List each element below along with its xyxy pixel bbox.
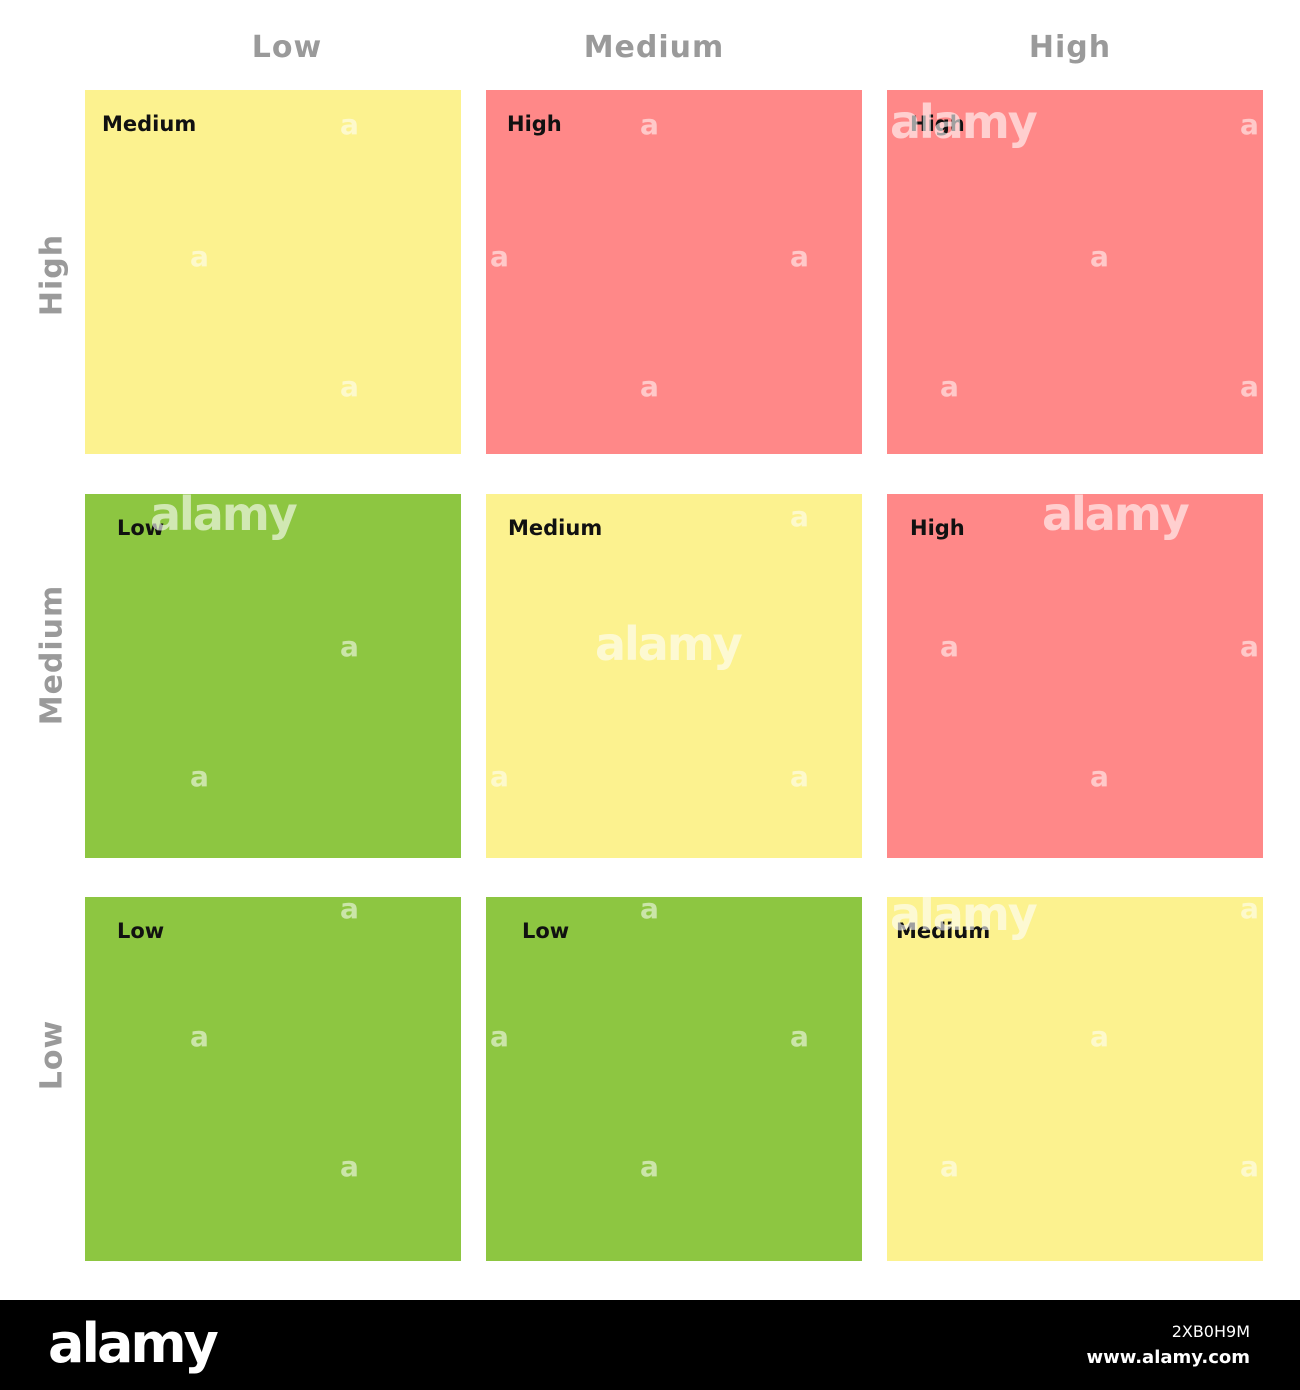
watermark-mark: a <box>190 1020 209 1053</box>
row-header-medium: Medium <box>34 584 70 726</box>
watermark-mark: a <box>490 1020 509 1053</box>
matrix-cell: High <box>887 90 1263 454</box>
watermark-logo: alamy <box>595 617 743 671</box>
matrix-cell: Medium <box>486 494 862 858</box>
matrix-cell: Low <box>486 897 862 1261</box>
matrix-cell: High <box>887 494 1263 858</box>
matrix-cell: Low <box>85 494 461 858</box>
cell-label: Low <box>522 919 570 943</box>
watermark-logo: alamy <box>1042 487 1190 541</box>
watermark-logo: alamy <box>150 487 298 541</box>
watermark-mark: a <box>340 370 359 403</box>
watermark-mark: a <box>790 240 809 273</box>
watermark-mark: a <box>190 240 209 273</box>
matrix-cell: Low <box>85 897 461 1261</box>
watermark-logo: alamy <box>890 887 1038 941</box>
watermark-mark: a <box>1240 892 1259 925</box>
watermark-mark: a <box>1240 108 1259 141</box>
watermark-logo: alamy <box>890 95 1038 149</box>
image-id: 2XB0H9M <box>1171 1322 1250 1341</box>
watermark-mark: a <box>640 892 659 925</box>
watermark-mark: a <box>640 370 659 403</box>
cell-label: Medium <box>102 112 197 136</box>
watermark-mark: a <box>1240 370 1259 403</box>
matrix-cell: High <box>486 90 862 454</box>
watermark-url: www.alamy.com <box>1086 1347 1250 1368</box>
watermark-mark: a <box>790 760 809 793</box>
watermark-mark: a <box>1090 240 1109 273</box>
cell-label: High <box>910 112 965 136</box>
matrix-cell: Medium <box>85 90 461 454</box>
watermark-mark: a <box>340 630 359 663</box>
watermark-mark: a <box>1090 760 1109 793</box>
watermark-mark: a <box>940 1150 959 1183</box>
watermark-mark: a <box>1240 1150 1259 1183</box>
matrix-cell: Medium <box>887 897 1263 1261</box>
watermark-mark: a <box>940 630 959 663</box>
cell-label: High <box>507 112 562 136</box>
watermark-mark: a <box>340 892 359 925</box>
watermark-mark: a <box>190 760 209 793</box>
cell-label: Low <box>117 516 165 540</box>
alamy-logo: alamy <box>48 1312 219 1375</box>
watermark-mark: a <box>1240 630 1259 663</box>
cell-label: High <box>910 516 965 540</box>
watermark-mark: a <box>340 1150 359 1183</box>
cell-label: Low <box>117 919 165 943</box>
watermark-mark: a <box>640 108 659 141</box>
watermark-mark: a <box>1090 1020 1109 1053</box>
watermark-mark: a <box>490 760 509 793</box>
cell-label: Medium <box>508 516 603 540</box>
watermark-mark: a <box>790 1020 809 1053</box>
cell-label: Medium <box>896 919 991 943</box>
watermark-mark: a <box>490 240 509 273</box>
watermark-mark: a <box>340 108 359 141</box>
row-header-low: Low <box>34 1019 70 1091</box>
watermark-mark: a <box>940 370 959 403</box>
column-header-high: High <box>1028 30 1112 65</box>
watermark-footer: alamy 2XB0H9M www.alamy.com <box>0 1300 1300 1390</box>
column-header-low: Low <box>251 30 323 65</box>
watermark-mark: a <box>640 1150 659 1183</box>
column-header-medium: Medium <box>583 30 725 65</box>
watermark-mark: a <box>790 500 809 533</box>
row-header-high: High <box>34 233 70 317</box>
